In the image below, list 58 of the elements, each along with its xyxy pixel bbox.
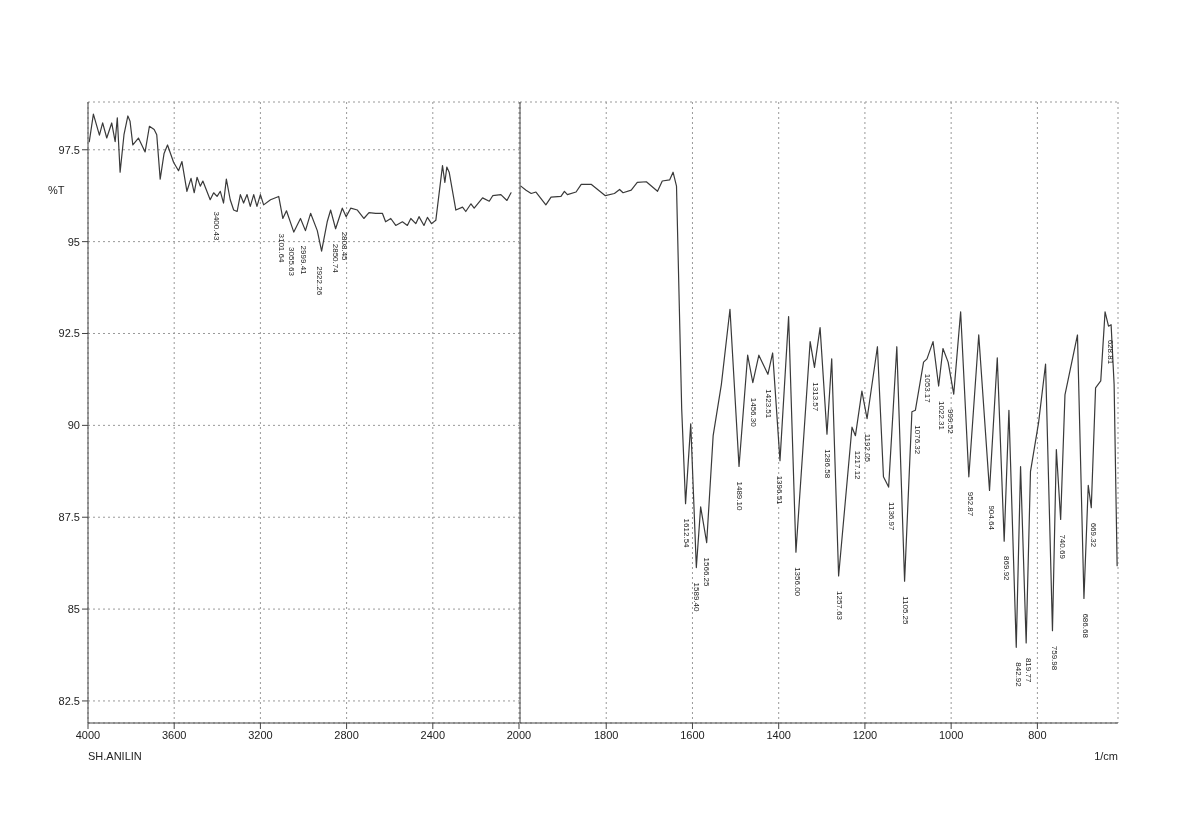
annotation: 1566.25 bbox=[702, 557, 712, 588]
x-axis-title: 1/cm bbox=[1094, 750, 1118, 762]
text: SH.ANILIN bbox=[88, 750, 142, 762]
x-tick-label: 2400 bbox=[420, 728, 446, 741]
annotation: 759.98 bbox=[1049, 645, 1059, 671]
annotation: 1286.58 bbox=[822, 449, 832, 479]
x-tick-label: 3600 bbox=[161, 728, 187, 741]
annotation: 1192.05 bbox=[863, 433, 873, 463]
x-tick-label: 1200 bbox=[852, 728, 878, 741]
annotation: 1136.97 bbox=[887, 502, 897, 531]
annotation: 1356.00 bbox=[792, 567, 802, 597]
annotation: 1589.40 bbox=[692, 582, 702, 613]
annotation: 1313.57 bbox=[810, 382, 820, 412]
annotation: 740.69 bbox=[1057, 534, 1067, 560]
annotation: 869.92 bbox=[1002, 556, 1012, 582]
annotation: 3055.63 bbox=[286, 247, 296, 277]
y-tick-label: 95 bbox=[67, 235, 80, 248]
annotation: 1489.10 bbox=[735, 481, 745, 511]
annotation: 1076.32 bbox=[913, 425, 923, 455]
y-tick-label: 92.5 bbox=[58, 327, 80, 340]
annotation: 819.77 bbox=[1023, 657, 1033, 683]
annotation: 1022.31 bbox=[936, 401, 946, 431]
annotation: 904.64 bbox=[987, 505, 997, 531]
annotation: 1257.63 bbox=[835, 591, 845, 621]
annotation: 1396.51 bbox=[775, 475, 785, 506]
annotation: 2922.26 bbox=[315, 266, 325, 296]
x-tick-label: 800 bbox=[1028, 728, 1047, 741]
annotation: 2850.74 bbox=[330, 243, 340, 274]
x-tick-label: 1800 bbox=[593, 728, 619, 741]
x-tick-label: 2000 bbox=[506, 728, 532, 741]
x-tick-label: 1000 bbox=[938, 728, 964, 741]
annotation: 1105.25 bbox=[900, 596, 910, 626]
annotation: 628.81 bbox=[1106, 339, 1116, 365]
annotation: 3101.64 bbox=[276, 233, 286, 263]
annotation: 3400.43 bbox=[212, 211, 222, 241]
annotation: 1423.51 bbox=[763, 389, 773, 419]
x-tick-label: 3200 bbox=[248, 728, 273, 741]
y-tick-label: 82.5 bbox=[58, 694, 80, 707]
y-tick-label: 97.5 bbox=[58, 143, 80, 156]
y-axis-title: %T bbox=[48, 184, 65, 196]
annotation: 952.87 bbox=[966, 491, 976, 517]
annotation: 2808.45 bbox=[339, 231, 349, 262]
annotation: 1053.17 bbox=[923, 373, 933, 404]
annotation: 669.32 bbox=[1088, 522, 1098, 548]
annotation: 1217.12 bbox=[852, 450, 862, 481]
x-tick-label: 1600 bbox=[680, 728, 705, 741]
x-tick-label: 2800 bbox=[334, 728, 359, 741]
annotation: 842.92 bbox=[1013, 662, 1023, 688]
x-tick-label: 1400 bbox=[766, 728, 791, 741]
annotation: 2999.41 bbox=[298, 245, 308, 276]
y-tick-label: 87.5 bbox=[58, 511, 80, 524]
annotation: 1456.30 bbox=[749, 397, 759, 428]
x-tick-label: 4000 bbox=[75, 728, 101, 741]
y-tick-label: 90 bbox=[67, 419, 80, 432]
annotation: 1612.54 bbox=[682, 518, 692, 549]
annotation: 686.68 bbox=[1081, 613, 1091, 639]
annotation: 999.52 bbox=[946, 409, 956, 435]
y-tick-label: 85 bbox=[67, 602, 80, 615]
